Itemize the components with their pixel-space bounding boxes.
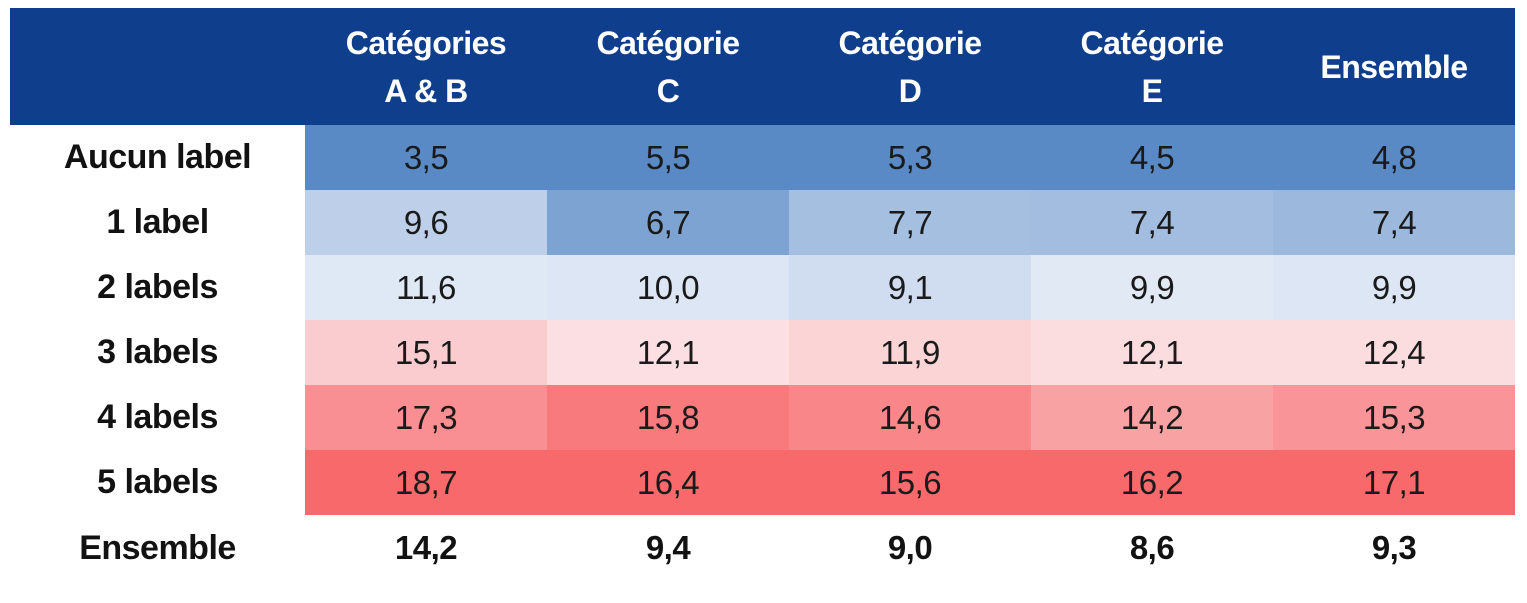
column-header-cat-gorie-e: Catégorie E bbox=[1031, 8, 1273, 125]
heatmap-cell: 16,4 bbox=[547, 450, 789, 515]
heatmap-cell: 7,7 bbox=[789, 190, 1031, 255]
header-row: Catégories A & B Catégorie C Catégorie D Ca… bbox=[10, 8, 1515, 125]
heatmap-cell: 7,4 bbox=[1273, 190, 1515, 255]
footer-value-cell: 9,0 bbox=[789, 515, 1031, 581]
heatmap-table-page: Catégories A & B Catégorie C Catégorie D Ca… bbox=[10, 8, 1515, 581]
footer-value-cell: 8,6 bbox=[1031, 515, 1273, 581]
heatmap-cell: 15,8 bbox=[547, 385, 789, 450]
heatmap-cell: 15,3 bbox=[1273, 385, 1515, 450]
column-header-ensemble: Ensemble bbox=[1273, 8, 1515, 125]
heatmap-cell: 9,1 bbox=[789, 255, 1031, 320]
heatmap-cell: 12,1 bbox=[547, 320, 789, 385]
heatmap-cell: 5,3 bbox=[789, 125, 1031, 190]
heatmap-cell: 4,5 bbox=[1031, 125, 1273, 190]
heatmap-cell: 12,4 bbox=[1273, 320, 1515, 385]
table-row-4-labels: 4 labels 17,3 15,8 14,6 14,2 15,3 bbox=[10, 385, 1515, 450]
table-row-aucun-label: Aucun label 3,5 5,5 5,3 4,5 4,8 bbox=[10, 125, 1515, 190]
heatmap-cell: 14,6 bbox=[789, 385, 1031, 450]
heatmap-cell: 9,9 bbox=[1031, 255, 1273, 320]
row-label: 4 labels bbox=[10, 385, 305, 450]
corner-cell bbox=[10, 8, 305, 125]
table-row-1-label: 1 label 9,6 6,7 7,7 7,4 7,4 bbox=[10, 190, 1515, 255]
heatmap-cell: 12,1 bbox=[1031, 320, 1273, 385]
column-header-cat-gories-a-b: Catégories A & B bbox=[305, 8, 547, 125]
heatmap-cell: 17,1 bbox=[1273, 450, 1515, 515]
footer-value-cell: 14,2 bbox=[305, 515, 547, 581]
column-header-cat-gorie-c: Catégorie C bbox=[547, 8, 789, 125]
row-label: 2 labels bbox=[10, 255, 305, 320]
row-label: Aucun label bbox=[10, 125, 305, 190]
heatmap-cell: 17,3 bbox=[305, 385, 547, 450]
heatmap-cell: 5,5 bbox=[547, 125, 789, 190]
heatmap-cell: 9,9 bbox=[1273, 255, 1515, 320]
heatmap-cell: 15,1 bbox=[305, 320, 547, 385]
heatmap-cell: 6,7 bbox=[547, 190, 789, 255]
heatmap-cell: 3,5 bbox=[305, 125, 547, 190]
heatmap-cell: 11,9 bbox=[789, 320, 1031, 385]
heatmap-cell: 10,0 bbox=[547, 255, 789, 320]
row-label: 5 labels bbox=[10, 450, 305, 515]
heatmap-cell: 4,8 bbox=[1273, 125, 1515, 190]
heatmap-cell: 14,2 bbox=[1031, 385, 1273, 450]
heatmap-cell: 11,6 bbox=[305, 255, 547, 320]
heatmap-cell: 15,6 bbox=[789, 450, 1031, 515]
table-row-2-labels: 2 labels 11,6 10,0 9,1 9,9 9,9 bbox=[10, 255, 1515, 320]
label-heatmap-table: Catégories A & B Catégorie C Catégorie D Ca… bbox=[10, 8, 1515, 581]
heatmap-cell: 9,6 bbox=[305, 190, 547, 255]
footer-value-cell: 9,3 bbox=[1273, 515, 1515, 581]
footer-row-label: Ensemble bbox=[10, 515, 305, 581]
table-row-5-labels: 5 labels 18,7 16,4 15,6 16,2 17,1 bbox=[10, 450, 1515, 515]
row-label: 3 labels bbox=[10, 320, 305, 385]
heatmap-cell: 18,7 bbox=[305, 450, 547, 515]
heatmap-cell: 16,2 bbox=[1031, 450, 1273, 515]
row-label: 1 label bbox=[10, 190, 305, 255]
heatmap-cell: 7,4 bbox=[1031, 190, 1273, 255]
column-header-cat-gorie-d: Catégorie D bbox=[789, 8, 1031, 125]
footer-value-cell: 9,4 bbox=[547, 515, 789, 581]
footer-row-ensemble: Ensemble 14,2 9,4 9,0 8,6 9,3 bbox=[10, 515, 1515, 581]
table-row-3-labels: 3 labels 15,1 12,1 11,9 12,1 12,4 bbox=[10, 320, 1515, 385]
